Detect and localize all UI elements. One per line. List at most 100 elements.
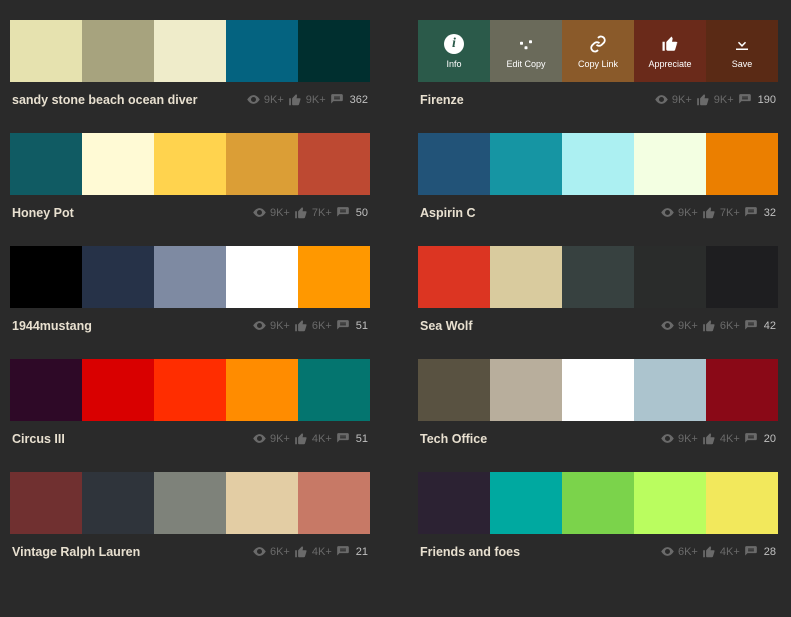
color-swatch[interactable]	[10, 246, 82, 308]
eye-icon	[252, 205, 267, 220]
appreciate-button[interactable]: Appreciate	[634, 20, 706, 82]
likes-count: 4K+	[720, 546, 740, 558]
color-swatch[interactable]	[634, 133, 706, 195]
color-swatch[interactable]	[226, 472, 298, 534]
color-swatch[interactable]	[298, 133, 370, 195]
eye-icon	[252, 318, 267, 333]
color-swatch[interactable]	[298, 246, 370, 308]
thumb-up-icon	[702, 544, 717, 559]
likes-stat: 9K+	[288, 92, 326, 107]
comments-count: 42	[764, 320, 776, 332]
comments-stat: 20	[744, 431, 776, 446]
palette-title[interactable]: Sea Wolf	[420, 319, 652, 333]
color-swatch[interactable]	[634, 472, 706, 534]
color-swatch[interactable]	[418, 246, 490, 308]
color-swatch[interactable]	[562, 133, 634, 195]
thumb-up-icon	[294, 205, 309, 220]
color-swatch[interactable]	[490, 472, 562, 534]
palette-title[interactable]: Tech Office	[420, 432, 652, 446]
color-swatch[interactable]	[226, 133, 298, 195]
thumb-up-icon	[696, 92, 711, 107]
color-swatch[interactable]	[706, 359, 778, 421]
palette-stats: 9K+4K+20	[660, 431, 776, 446]
palette-swatches[interactable]	[10, 246, 370, 308]
likes-count: 9K+	[714, 94, 734, 106]
color-swatch[interactable]	[154, 133, 226, 195]
color-swatch[interactable]	[10, 20, 82, 82]
palette-title[interactable]: Friends and foes	[420, 545, 652, 559]
palette-title[interactable]: Honey Pot	[12, 206, 244, 220]
info-button[interactable]: iInfo	[418, 20, 490, 82]
color-swatch[interactable]	[82, 359, 154, 421]
comments-stat: 51	[336, 431, 368, 446]
color-swatch[interactable]	[562, 246, 634, 308]
color-swatch[interactable]	[490, 359, 562, 421]
palette-swatches[interactable]	[418, 472, 778, 534]
thumb-up-icon	[702, 318, 717, 333]
palette-swatches[interactable]: iInfoEdit CopyCopy LinkAppreciateSave	[418, 20, 778, 82]
palette-title[interactable]: sandy stone beach ocean diver	[12, 93, 238, 107]
color-swatch[interactable]	[706, 133, 778, 195]
views-stat: 9K+	[660, 318, 698, 333]
eye-icon	[660, 544, 675, 559]
color-swatch[interactable]	[634, 359, 706, 421]
color-swatch[interactable]	[154, 359, 226, 421]
likes-count: 7K+	[312, 207, 332, 219]
palette-swatches[interactable]	[10, 359, 370, 421]
palette-swatches[interactable]	[418, 246, 778, 308]
color-swatch[interactable]	[154, 472, 226, 534]
color-swatch[interactable]	[418, 359, 490, 421]
color-swatch[interactable]	[298, 472, 370, 534]
palette-swatches[interactable]	[10, 472, 370, 534]
palette-title[interactable]: Aspirin C	[420, 206, 652, 220]
color-swatch[interactable]	[10, 359, 82, 421]
thumb-up-icon	[702, 431, 717, 446]
color-swatch[interactable]	[490, 246, 562, 308]
palette-stats: 9K+9K+362	[246, 92, 368, 107]
color-swatch[interactable]	[82, 20, 154, 82]
color-swatch[interactable]	[490, 133, 562, 195]
views-stat: 9K+	[660, 205, 698, 220]
color-swatch[interactable]	[706, 246, 778, 308]
palette-stats: 9K+6K+42	[660, 318, 776, 333]
palette-title[interactable]: Circus III	[12, 432, 244, 446]
palette-title[interactable]: Firenze	[420, 93, 646, 107]
color-swatch[interactable]	[418, 133, 490, 195]
thumb-up-icon	[288, 92, 303, 107]
palette-title[interactable]: 1944mustang	[12, 319, 244, 333]
palette-swatches[interactable]	[10, 20, 370, 82]
palette-swatches[interactable]	[418, 133, 778, 195]
comment-icon	[336, 544, 351, 559]
color-swatch[interactable]	[82, 133, 154, 195]
color-swatch[interactable]	[226, 359, 298, 421]
color-swatch[interactable]	[634, 246, 706, 308]
color-swatch[interactable]	[418, 472, 490, 534]
comment-icon	[744, 205, 759, 220]
color-swatch[interactable]	[562, 359, 634, 421]
save-button[interactable]: Save	[706, 20, 778, 82]
palette-title[interactable]: Vintage Ralph Lauren	[12, 545, 244, 559]
action-label: Info	[446, 59, 461, 69]
comment-icon	[336, 205, 351, 220]
likes-count: 7K+	[720, 207, 740, 219]
color-swatch[interactable]	[226, 246, 298, 308]
edit-copy-button[interactable]: Edit Copy	[490, 20, 562, 82]
color-swatch[interactable]	[10, 472, 82, 534]
link-icon	[587, 33, 609, 55]
color-swatch[interactable]	[562, 472, 634, 534]
color-swatch[interactable]	[82, 472, 154, 534]
color-swatch[interactable]	[82, 246, 154, 308]
palette-swatches[interactable]	[418, 359, 778, 421]
color-swatch[interactable]	[154, 246, 226, 308]
color-swatch[interactable]	[226, 20, 298, 82]
palette-swatches[interactable]	[10, 133, 370, 195]
color-swatch[interactable]	[298, 359, 370, 421]
color-swatch[interactable]	[10, 133, 82, 195]
color-swatch[interactable]	[298, 20, 370, 82]
color-swatch[interactable]	[154, 20, 226, 82]
palette-meta: Circus III9K+4K+51	[10, 421, 370, 462]
views-count: 9K+	[270, 433, 290, 445]
color-swatch[interactable]	[706, 472, 778, 534]
copy-link-button[interactable]: Copy Link	[562, 20, 634, 82]
comments-count: 20	[764, 433, 776, 445]
